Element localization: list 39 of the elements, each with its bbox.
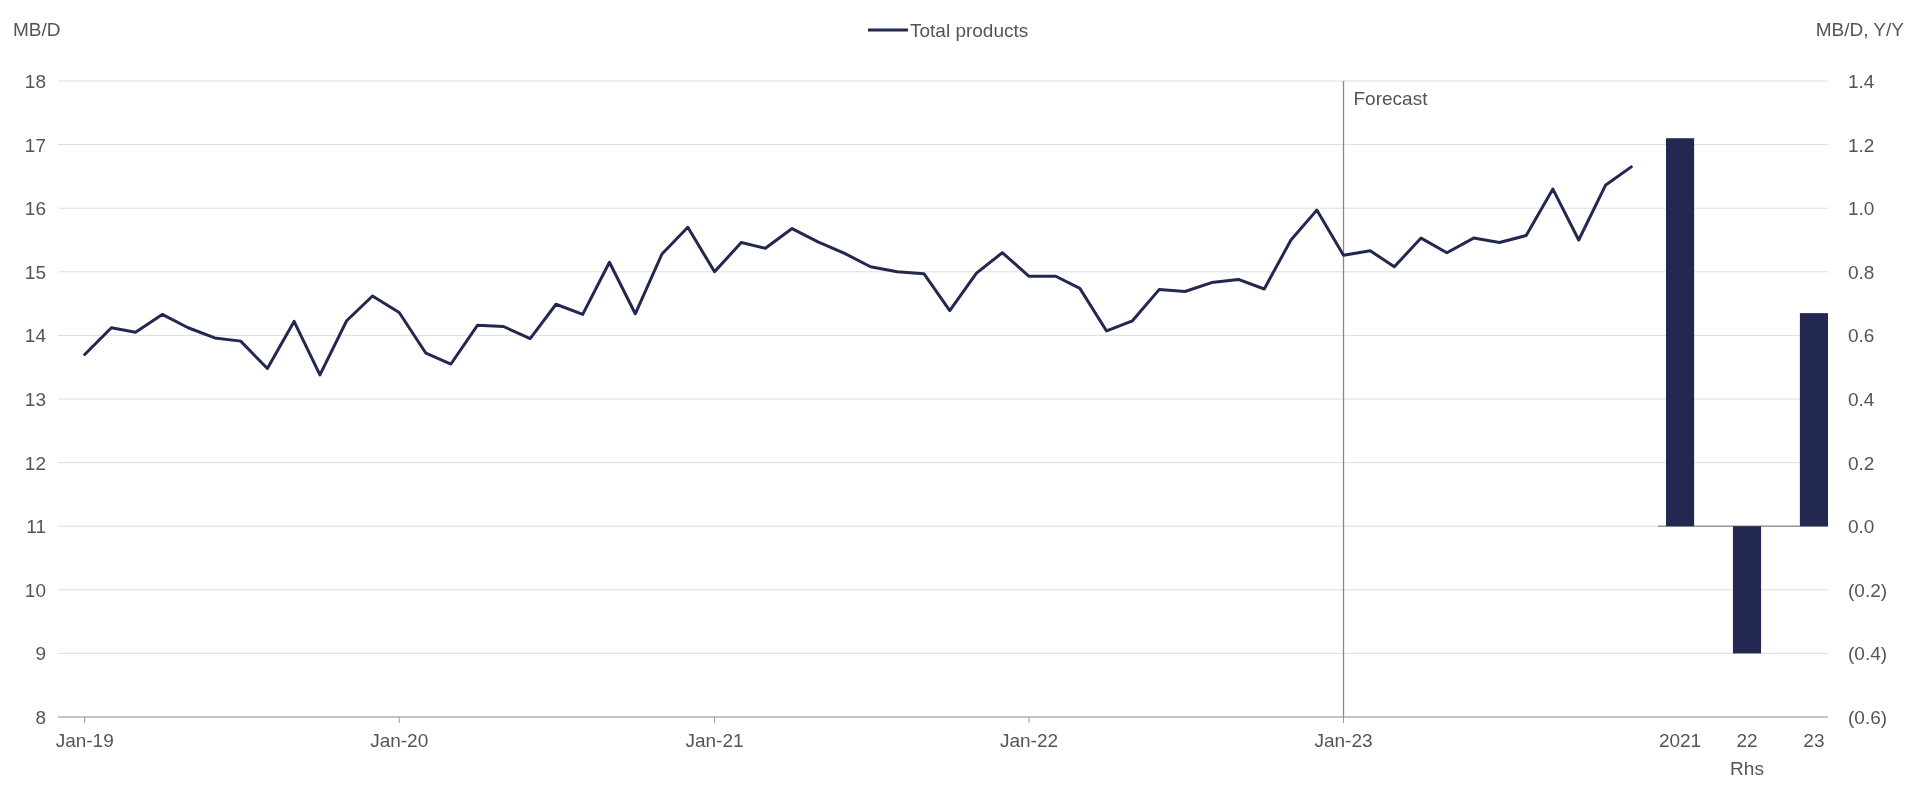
y-tick-label: 9: [35, 643, 46, 665]
x-axis-title: Rhs: [1730, 758, 1764, 779]
y2-axis-title: MB/D, Y/Y: [1815, 19, 1905, 40]
y2-tick-label: (0.2): [1848, 579, 1888, 601]
y2-tick-label: 0.2: [1848, 452, 1875, 474]
y2-tick-label: 0.8: [1848, 261, 1875, 283]
y-tick-label: 14: [24, 325, 47, 347]
y2-tick-label: 0.4: [1848, 389, 1875, 410]
y-axis-title: MB/D: [13, 19, 61, 40]
x-tick-label: Jan-19: [55, 730, 114, 751]
bar: [1799, 313, 1828, 527]
y-tick-label: 13: [24, 389, 46, 410]
y2-tick-label: 0.6: [1848, 325, 1875, 347]
y-tick-label: 10: [24, 579, 46, 601]
x-tick-label: Jan-22: [999, 730, 1059, 751]
y2-tick-label: (0.4): [1848, 643, 1888, 665]
y2-tick-label: 1.0: [1848, 198, 1875, 220]
y-tick-label: 11: [26, 516, 46, 538]
y2-tick-label: (0.6): [1848, 707, 1888, 728]
x-tick-label: Jan-20: [370, 730, 429, 751]
y-tick-label: 16: [24, 198, 46, 220]
x-tick-label: Jan-23: [1314, 730, 1373, 751]
y-tick-label: 12: [24, 452, 46, 474]
y-tick-label: 18: [24, 71, 46, 92]
bar: [1732, 526, 1762, 654]
x-tick-label: 2021: [1658, 730, 1702, 751]
y-tick-label: 15: [24, 261, 46, 283]
y2-tick-label: 1.2: [1848, 134, 1875, 156]
y-tick-label: 17: [24, 134, 46, 156]
legend-label: Total products: [910, 20, 1029, 41]
ref-line-label: Forecast: [1353, 88, 1429, 109]
y2-tick-label: 1.4: [1848, 71, 1875, 92]
x-tick-label: Jan-21: [685, 730, 744, 751]
line-series: [83, 165, 1633, 377]
x-tick-label: 22: [1736, 730, 1758, 751]
x-tick-label: 23: [1803, 730, 1825, 751]
y2-tick-label: 0.0: [1848, 516, 1875, 538]
y-tick-label: 8: [35, 707, 46, 728]
bar: [1666, 138, 1695, 527]
